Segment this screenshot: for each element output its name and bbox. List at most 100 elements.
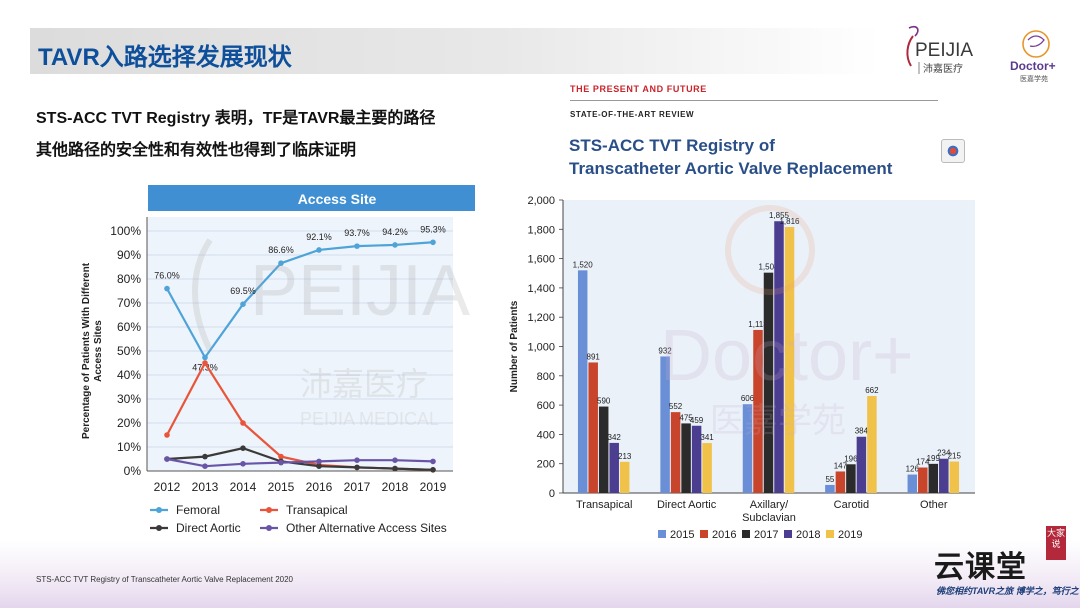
line-chart-y-tick: 0% (124, 464, 142, 478)
line-data-label: 92.1% (306, 232, 332, 242)
line-point (240, 420, 246, 426)
bar (856, 436, 867, 493)
bar-chart-category-label: Direct Aortic (657, 499, 717, 511)
bar-data-label: 174 (916, 458, 930, 467)
line-chart-y-label: Percentage of Patients With Different Acc… (81, 262, 104, 439)
line-point (202, 463, 208, 470)
bar-chart-category-label: Carotid (834, 499, 869, 511)
figure-icon (941, 139, 965, 163)
bar-chart-y-tick: 600 (537, 400, 555, 412)
bar-chart-y-tick: 400 (537, 429, 555, 441)
footer-wave (0, 540, 1080, 608)
line-data-label: 47.3% (192, 362, 218, 372)
line-point (164, 456, 170, 462)
line-point (354, 243, 360, 249)
bar (681, 423, 691, 493)
line-point (430, 239, 436, 246)
bar-data-label: 475 (679, 413, 693, 422)
line-point (202, 453, 208, 460)
headline-1: STS-ACC TVT Registry 表明，TF是TAVR最主要的路径 (36, 110, 436, 127)
bar-legend-label: 2018 (796, 529, 820, 541)
bar-chart-category-label: Transapical (576, 499, 632, 511)
bar-chart-y-tick: 1,200 (527, 312, 555, 324)
bar-data-label: 213 (618, 452, 632, 461)
bar-data-label: 147 (834, 461, 848, 470)
line-point (430, 467, 436, 473)
bar-chart-title: STS-ACC TVT Registry of Transcatheter Ao… (569, 134, 892, 180)
bar-data-label: 932 (658, 346, 672, 355)
bar-chart-y-tick: 1,000 (527, 342, 555, 354)
line-series-femoral (166, 241, 434, 360)
peijia-logo-swoosh-icon (906, 35, 914, 67)
bar (753, 329, 763, 493)
line-point (392, 465, 398, 472)
line-point (316, 463, 322, 470)
line-chart-x-tick: 2019 (420, 480, 447, 494)
line-legend-marker (266, 507, 272, 513)
journal-sub: STATE-OF-THE-ART REVIEW (570, 110, 695, 119)
bar-data-label: 384 (855, 427, 869, 436)
line-chart-y-tick: 70% (117, 296, 141, 310)
bar (928, 463, 939, 493)
bar-data-label: 341 (700, 433, 714, 442)
bar (918, 467, 928, 493)
bar-legend-swatch (826, 530, 834, 538)
line-chart-title: Access Site (298, 191, 377, 207)
bar-data-label: 126 (906, 465, 920, 474)
bar (835, 471, 846, 493)
bar (825, 484, 835, 493)
bar-chart-y-tick: 200 (537, 459, 555, 471)
bar-legend-swatch (742, 530, 750, 538)
bar (949, 461, 960, 493)
line-point (316, 458, 322, 465)
line-chart-y-tick: 20% (117, 416, 141, 430)
line-chart-y-label-line-1: Percentage of Patients With Different (81, 262, 92, 439)
bar-data-label: 199 (927, 454, 941, 463)
line-chart-y-tick: 90% (117, 248, 141, 262)
peijia-logo-name: PEIJIA (915, 40, 973, 61)
line-point (240, 461, 246, 467)
bar-chart-y-tick: 800 (537, 371, 555, 383)
title-bar: TAVR入路选择发展现状 (30, 28, 880, 74)
peijia-logo-curl-icon (908, 25, 919, 37)
line-chart-x-tick: 2017 (344, 480, 371, 494)
bar-data-label: 1,816 (779, 217, 800, 226)
footer-reference: STS-ACC TVT Registry of Transcatheter Ao… (36, 575, 293, 584)
bar-data-label: 1,504 (758, 263, 779, 272)
bar-chart-category-label: Axillary/ (750, 499, 789, 511)
line-point (202, 354, 208, 361)
bar-data-label: 196 (844, 454, 858, 463)
doctor-logo-cn: 医嘉学苑 (1020, 74, 1048, 83)
bar-legend-label: 2015 (670, 529, 694, 541)
line-point (392, 242, 398, 248)
headline-2: 其他路径的安全性和有效性也得到了临床证明 (36, 142, 357, 159)
bar-legend-swatch (700, 530, 708, 538)
line-point (354, 457, 360, 464)
line-chart-x-tick: 2012 (154, 480, 181, 494)
line-chart-y-tick: 100% (110, 224, 141, 238)
line-point (202, 360, 208, 366)
line-data-label: 69.5% (230, 286, 256, 296)
peijia-logo: PEIJIA 沛嘉医疗 (906, 25, 973, 75)
brand-name: 云课堂 (934, 550, 1027, 585)
line-data-label: 95.3% (420, 224, 446, 234)
line-chart-x-tick: 2016 (306, 480, 333, 494)
bar (907, 474, 918, 493)
bar (670, 412, 681, 493)
line-series-direct-aortic (166, 447, 434, 471)
line-data-label: 76.0% (154, 271, 180, 281)
bar-chart-y-tick: 0 (549, 488, 555, 500)
line-point (240, 445, 246, 452)
brand-seal: 大家说 (1046, 526, 1066, 560)
line-chart-y-tick: 30% (117, 392, 141, 406)
bar (619, 461, 630, 493)
line-chart-y-tick: 60% (117, 320, 141, 334)
doctor-logo-name: Doctor+ (1010, 59, 1056, 73)
line-chart-x-tick: 2014 (230, 480, 257, 494)
line-chart: Access Site 0% 10% 20% 30% 40% 50% 60% 70% 80% 90%… (81, 185, 475, 535)
line-data-label: 86.6% (268, 245, 294, 255)
line-legend-marker (266, 525, 272, 531)
bar (846, 464, 856, 493)
bar (742, 404, 753, 493)
line-chart-x-tick: 2013 (192, 480, 219, 494)
